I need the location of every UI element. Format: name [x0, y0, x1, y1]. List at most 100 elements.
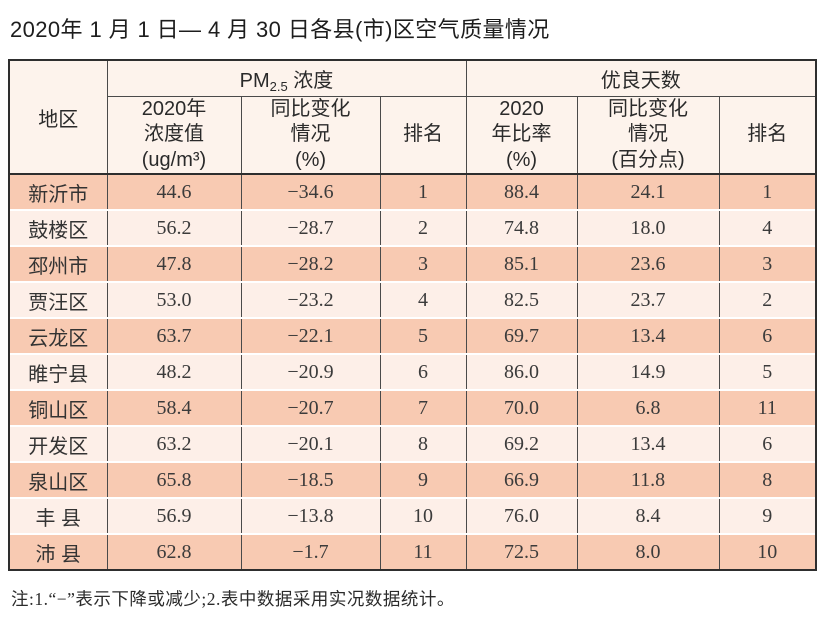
column-header-region: 地区	[10, 61, 108, 175]
region-cell: 铜山区	[10, 390, 108, 427]
column-header-pm-change: 同比变化 情况 (%)	[240, 96, 381, 175]
good-rank-cell: 6	[718, 426, 816, 463]
air-quality-table: 地区 PM2.5 浓度 优良天数 2020年 浓度值 (ug/m³) 同比变化 …	[10, 61, 816, 569]
good-rank-cell: 5	[718, 354, 816, 391]
region-cell: 邳州市	[10, 246, 108, 283]
pm25-label-rest: 浓度	[287, 70, 334, 92]
good-rate-cell: 76.0	[465, 498, 578, 535]
column-header-good-change: 同比变化 情况 (百分点)	[576, 96, 720, 175]
pm-rank-cell: 8	[379, 426, 467, 463]
column-header-pm-rank: 排名	[379, 96, 467, 175]
good-change-cell: 24.1	[576, 174, 720, 211]
table-header: 地区 PM2.5 浓度 优良天数 2020年 浓度值 (ug/m³) 同比变化 …	[10, 61, 816, 175]
pm-value-cell: 47.8	[106, 246, 242, 283]
good-change-cell: 8.0	[576, 534, 720, 569]
pm-value-cell: 56.2	[106, 210, 242, 247]
pm-change-cell: −28.2	[240, 246, 381, 283]
good-change-cell: 6.8	[576, 390, 720, 427]
pm-change-cell: −20.1	[240, 426, 381, 463]
good-change-cell: 11.8	[576, 462, 720, 499]
good-rate-cell: 85.1	[465, 246, 578, 283]
good-rate-cell: 72.5	[465, 534, 578, 569]
good-change-cell: 14.9	[576, 354, 720, 391]
pm25-label-main: PM	[239, 70, 270, 92]
pm-value-cell: 65.8	[106, 462, 242, 499]
header-group-row: 地区 PM2.5 浓度 优良天数	[10, 61, 816, 175]
table-row: 开发区 63.2 −20.1 8 69.2 13.4 6	[10, 426, 816, 463]
good-rank-cell: 11	[718, 390, 816, 427]
column-group-pm25: PM2.5 浓度	[106, 61, 467, 97]
pm-rank-cell: 1	[379, 174, 467, 211]
good-rank-cell: 1	[718, 174, 816, 211]
table-row: 沛 县 62.8 −1.7 11 72.5 8.0 10	[10, 534, 816, 569]
good-rate-cell: 69.7	[465, 318, 578, 355]
page-title: 2020年 1 月 1 日— 4 月 30 日各县(市)区空气质量情况	[10, 17, 550, 42]
region-cell: 鼓楼区	[10, 210, 108, 247]
pm-value-cell: 58.4	[106, 390, 242, 427]
pm-change-cell: −18.5	[240, 462, 381, 499]
table-row: 泉山区 65.8 −18.5 9 66.9 11.8 8	[10, 462, 816, 499]
good-change-cell: 18.0	[576, 210, 720, 247]
table-body: 新沂市 44.6 −34.6 1 88.4 24.1 1 鼓楼区 56.2 −28.7 2 74.8 1…	[10, 174, 816, 569]
pm-rank-cell: 11	[379, 534, 467, 569]
pm-rank-cell: 9	[379, 462, 467, 499]
pm-rank-cell: 5	[379, 318, 467, 355]
pm-value-cell: 62.8	[106, 534, 242, 569]
pm-value-cell: 56.9	[106, 498, 242, 535]
region-cell: 开发区	[10, 426, 108, 463]
pm-rank-cell: 2	[379, 210, 467, 247]
table-row: 鼓楼区 56.2 −28.7 2 74.8 18.0 4	[10, 210, 816, 247]
good-change-cell: 13.4	[576, 426, 720, 463]
region-cell: 睢宁县	[10, 354, 108, 391]
pm-change-cell: −28.7	[240, 210, 381, 247]
region-cell: 贾汪区	[10, 282, 108, 319]
pm-value-cell: 53.0	[106, 282, 242, 319]
good-change-cell: 13.4	[576, 318, 720, 355]
good-rate-cell: 82.5	[465, 282, 578, 319]
region-cell: 泉山区	[10, 462, 108, 499]
pm-change-cell: −13.8	[240, 498, 381, 535]
good-rate-cell: 69.2	[465, 426, 578, 463]
table-row: 丰 县 56.9 −13.8 10 76.0 8.4 9	[10, 498, 816, 535]
good-rank-cell: 4	[718, 210, 816, 247]
pm-value-cell: 63.7	[106, 318, 242, 355]
pm-rank-cell: 6	[379, 354, 467, 391]
pm-change-cell: −23.2	[240, 282, 381, 319]
pm-rank-cell: 7	[379, 390, 467, 427]
footnote: 注:1.“−”表示下降或减少;2.表中数据采用实况数据统计。	[11, 589, 455, 609]
pm25-label-subscript: 2.5	[269, 79, 288, 94]
good-rank-cell: 2	[718, 282, 816, 319]
table-row: 睢宁县 48.2 −20.9 6 86.0 14.9 5	[10, 354, 816, 391]
region-cell: 丰 县	[10, 498, 108, 535]
good-rate-cell: 66.9	[465, 462, 578, 499]
good-rate-cell: 86.0	[465, 354, 578, 391]
pm-value-cell: 44.6	[106, 174, 242, 211]
column-header-pm-value: 2020年 浓度值 (ug/m³)	[107, 96, 242, 175]
pm-change-cell: −20.7	[240, 390, 381, 427]
good-rank-cell: 10	[718, 534, 816, 569]
good-rank-cell: 9	[718, 498, 816, 535]
good-rate-cell: 70.0	[465, 390, 578, 427]
good-rank-cell: 8	[718, 462, 816, 499]
pm-rank-cell: 10	[379, 498, 467, 535]
pm-change-cell: −1.7	[240, 534, 381, 569]
good-rate-cell: 88.4	[465, 174, 578, 211]
pm-change-cell: −20.9	[240, 354, 381, 391]
good-change-cell: 23.7	[576, 282, 720, 319]
header-sub-row: 2020年 浓度值 (ug/m³) 同比变化 情况 (%) 排名 2020 年比…	[10, 96, 816, 175]
column-header-good-rank: 排名	[718, 96, 816, 175]
good-change-cell: 23.6	[576, 246, 720, 283]
region-cell: 沛 县	[10, 534, 108, 569]
air-quality-table-frame: 地区 PM2.5 浓度 优良天数 2020年 浓度值 (ug/m³) 同比变化 …	[8, 59, 817, 571]
pm-value-cell: 48.2	[106, 354, 242, 391]
column-header-good-rate: 2020 年比率 (%)	[465, 96, 578, 175]
table-row: 铜山区 58.4 −20.7 7 70.0 6.8 11	[10, 390, 816, 427]
good-rate-cell: 74.8	[465, 210, 578, 247]
pm-rank-cell: 4	[379, 282, 467, 319]
table-row: 贾汪区 53.0 −23.2 4 82.5 23.7 2	[10, 282, 816, 319]
good-rank-cell: 6	[718, 318, 816, 355]
table-row: 邳州市 47.8 −28.2 3 85.1 23.6 3	[10, 246, 816, 283]
table-row: 云龙区 63.7 −22.1 5 69.7 13.4 6	[10, 318, 816, 355]
column-group-good-days: 优良天数	[465, 61, 816, 97]
